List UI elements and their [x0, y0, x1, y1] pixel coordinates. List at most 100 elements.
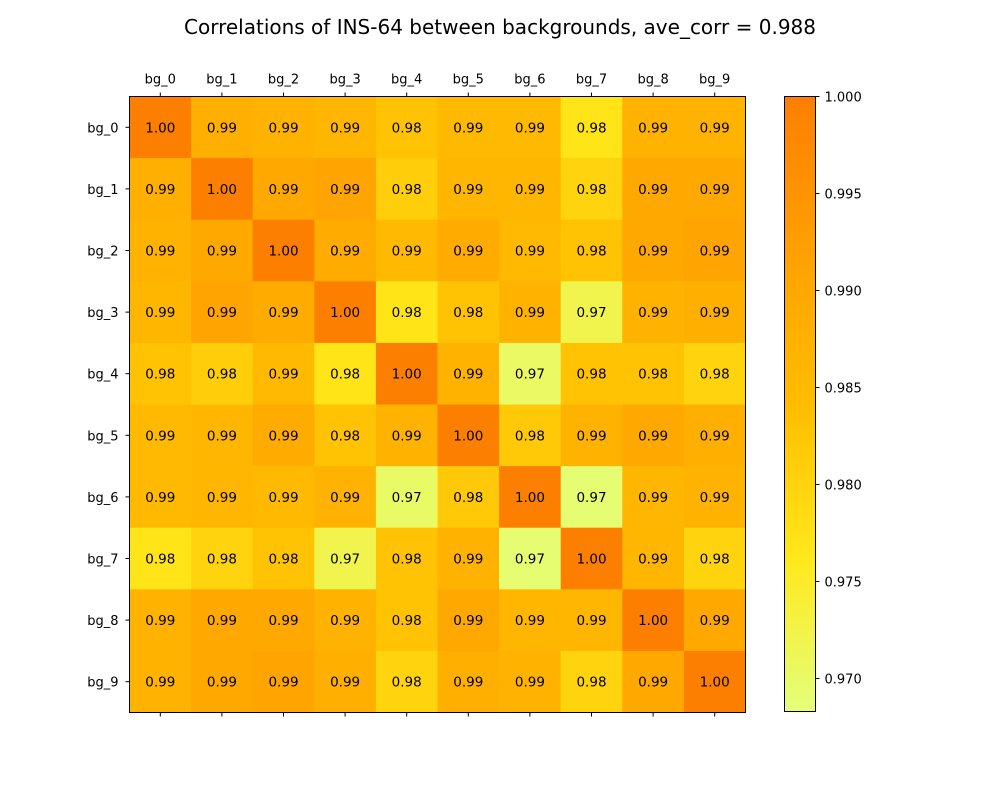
- heatmap-cell: [622, 650, 685, 713]
- cell-value-label: 0.98: [576, 182, 606, 198]
- heatmap-cell: [622, 96, 685, 159]
- cell-value-label: 0.99: [638, 428, 668, 444]
- cell-value-label: 0.99: [268, 120, 298, 136]
- heatmap-cell: [560, 466, 623, 529]
- y-tick-label: bg_5: [87, 429, 118, 444]
- cell-value-label: 0.98: [515, 428, 545, 444]
- heatmap-cell: [314, 158, 377, 221]
- heatmap-cell: [129, 281, 192, 344]
- cell-value-label: 0.99: [638, 552, 668, 568]
- cell-value-label: 0.99: [700, 428, 730, 444]
- heatmap-cell: [314, 527, 377, 590]
- heatmap-cell: [191, 527, 254, 590]
- cell-value-label: 0.99: [330, 490, 360, 506]
- cell-value-label: 0.98: [330, 367, 360, 383]
- cell-value-label: 0.99: [330, 182, 360, 198]
- x-tick-label: bg_6: [514, 73, 545, 88]
- cell-value-label: 0.99: [145, 244, 175, 260]
- cell-value-label: 0.99: [268, 675, 298, 691]
- cell-value-label: 0.97: [515, 367, 545, 383]
- cell-value-label: 0.97: [330, 552, 360, 568]
- cell-value-label: 0.99: [453, 182, 483, 198]
- heatmap-cell: [129, 342, 192, 405]
- cell-value-label: 0.98: [145, 552, 175, 568]
- y-tick-label: bg_3: [87, 306, 118, 321]
- heatmap-cell: [129, 466, 192, 529]
- cell-value-label: 0.98: [392, 613, 422, 629]
- heatmap-cell: [129, 589, 192, 652]
- heatmap-cell: [375, 219, 438, 282]
- cell-value-label: 0.98: [392, 552, 422, 568]
- cell-value-label: 0.99: [145, 305, 175, 321]
- cell-value-label: 0.99: [145, 182, 175, 198]
- heatmap-cell: [499, 404, 562, 467]
- x-tick-label: bg_4: [391, 73, 422, 88]
- heatmap-cell: [622, 589, 685, 652]
- heatmap-cell: [375, 589, 438, 652]
- heatmap-cell: [683, 650, 746, 713]
- x-tick-label: bg_5: [453, 73, 484, 88]
- cell-value-label: 0.99: [515, 182, 545, 198]
- heatmap-cell: [499, 219, 562, 282]
- heatmap-cell: [560, 281, 623, 344]
- cell-value-label: 0.99: [330, 120, 360, 136]
- heatmap-cell: [683, 281, 746, 344]
- heatmap-cell: [252, 219, 315, 282]
- cell-value-label: 0.99: [576, 428, 606, 444]
- heatmap-cell: [437, 466, 500, 529]
- heatmap-cell: [252, 527, 315, 590]
- y-tick-label: bg_4: [87, 368, 118, 383]
- cell-value-label: 0.99: [392, 244, 422, 260]
- cell-value-label: 0.98: [207, 367, 237, 383]
- cell-value-label: 0.97: [515, 552, 545, 568]
- heatmap-cell: [129, 527, 192, 590]
- heatmap-cell: [191, 589, 254, 652]
- y-axis: bg_0 bg_1 bg_2 bg_3 bg_4 bg_5 bg_6 bg_7 bg_8 bg_9: [87, 121, 130, 691]
- heatmap-cell: [683, 404, 746, 467]
- cell-value-label: 0.99: [330, 675, 360, 691]
- y-tick-label: bg_9: [87, 676, 118, 691]
- y-tick-label: bg_0: [87, 121, 118, 136]
- cell-value-label: 0.98: [330, 428, 360, 444]
- heatmap-cell: [683, 342, 746, 405]
- colorbar-tick-label: 0.980: [825, 479, 862, 494]
- colorbar: 0.970 0.975 0.980 0.985 0.990 0.995 1.000: [784, 91, 862, 712]
- cell-value-label: 0.98: [700, 367, 730, 383]
- cell-value-label: 0.97: [576, 490, 606, 506]
- y-tick-label: bg_2: [87, 245, 118, 260]
- cell-value-label: 0.99: [515, 120, 545, 136]
- heatmap-cell: [437, 404, 500, 467]
- chart-title: Correlations of INS-64 between backgroun…: [184, 15, 816, 39]
- cell-value-label: 0.99: [638, 490, 668, 506]
- heatmap-cell: [375, 404, 438, 467]
- cell-value-label: 0.99: [700, 490, 730, 506]
- colorbar-tick-label: 1.000: [825, 91, 862, 106]
- cell-value-label: 0.97: [576, 305, 606, 321]
- cell-value-label: 0.99: [207, 613, 237, 629]
- heatmap-cell: [314, 96, 377, 159]
- heatmap-cell: [622, 219, 685, 282]
- cell-value-label: 0.99: [392, 428, 422, 444]
- heatmap-cell: [129, 158, 192, 221]
- colorbar-tick-label: 0.975: [825, 576, 862, 591]
- cell-value-label: 1.00: [330, 305, 360, 321]
- x-tick-label: bg_9: [699, 73, 730, 88]
- heatmap-cell: [314, 281, 377, 344]
- colorbar-tick-label: 0.990: [825, 285, 862, 300]
- cell-value-label: 0.99: [207, 490, 237, 506]
- cell-value-label: 1.00: [638, 613, 668, 629]
- heatmap-cell: [375, 342, 438, 405]
- y-tick-label: bg_6: [87, 491, 118, 506]
- heatmap-cell: [252, 281, 315, 344]
- heatmap-cell: [252, 404, 315, 467]
- heatmap-cell-labels: 1.00 0.99 0.99 0.99 0.98 0.99 0.99 0.98 0.99 0.99…: [145, 120, 729, 690]
- heatmap-cell: [437, 158, 500, 221]
- cell-value-label: 0.98: [576, 244, 606, 260]
- cell-value-label: 0.99: [207, 244, 237, 260]
- heatmap-cell: [560, 342, 623, 405]
- cell-value-label: 0.99: [700, 120, 730, 136]
- heatmap-cell: [437, 589, 500, 652]
- x-tick-label: bg_7: [576, 73, 607, 88]
- cell-value-label: 0.99: [145, 428, 175, 444]
- heatmap-cell: [314, 342, 377, 405]
